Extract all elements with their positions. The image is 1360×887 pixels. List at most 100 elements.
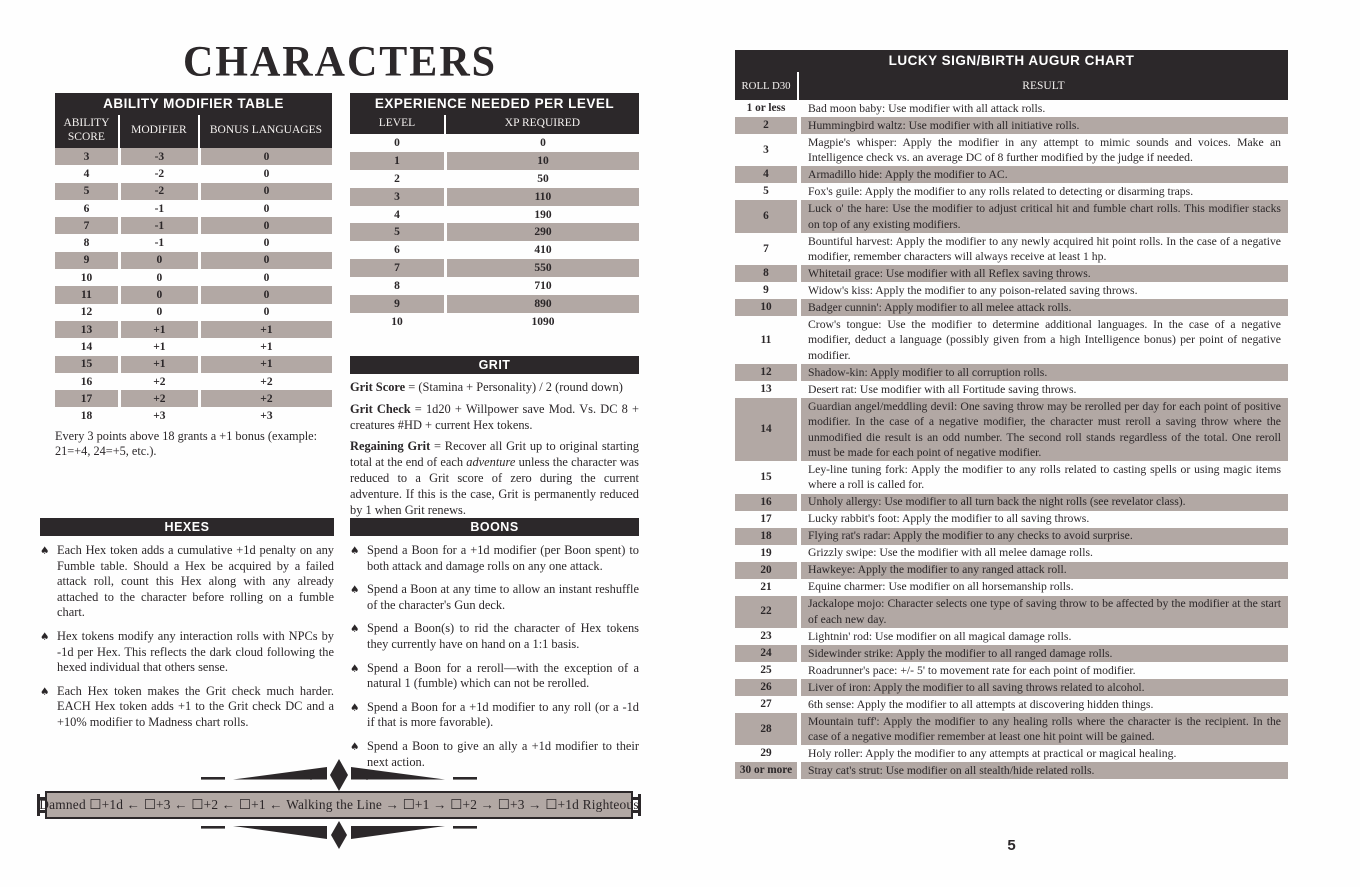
spade-icon: ♠	[40, 545, 50, 557]
result-cell: Holy roller: Apply the modifier to any a…	[797, 745, 1288, 763]
lucky-chart-row: 26 Liver of iron: Apply the modifier to …	[735, 679, 1288, 697]
roll-cell: 10	[760, 301, 772, 314]
ability-score-cell: 3	[83, 150, 90, 163]
roll-cell: 30 or more	[739, 764, 793, 777]
level-cell: 3	[394, 190, 400, 203]
bonus-languages-cell: +1	[197, 338, 332, 356]
boons-title: BOONS	[350, 518, 639, 536]
result-cell: Luck o' the hare: Use the modifier to ad…	[797, 200, 1288, 233]
ability-table-row: 10 0 0	[55, 269, 332, 287]
ability-table-row: 14 +1 +1	[55, 338, 332, 356]
boons-section: BOONS ♠ Spend a Boon for a +1d modifier …	[350, 518, 639, 778]
level-cell: 10	[391, 315, 403, 328]
grit-rule-label: Grit Check	[350, 401, 411, 416]
xp-required-cell: 110	[443, 187, 639, 206]
lucky-sign-chart: LUCKY SIGN/BIRTH AUGUR CHART ROLL D30 RE…	[735, 50, 1288, 780]
lucky-chart-row: 4 Armadillo hide: Apply the modifier to …	[735, 166, 1288, 184]
modifier-cell: +1	[117, 320, 198, 339]
result-cell: Crow's tongue: Use the modifier to deter…	[797, 316, 1288, 365]
level-cell: 4	[394, 208, 400, 221]
lucky-chart-row: 10 Badger cunnin': Apply modifier to all…	[735, 299, 1288, 317]
roll-cell: 28	[760, 722, 772, 735]
lucky-chart-row: 30 or more Stray cat's strut: Use modifi…	[735, 762, 1288, 780]
roll-cell: 19	[760, 546, 772, 559]
list-item-text: Each Hex token adds a cumulative +1d pen…	[57, 543, 334, 620]
lucky-chart-row: 17 Lucky rabbit's foot: Apply the modifi…	[735, 510, 1288, 528]
result-cell: Sidewinder strike: Apply the modifier to…	[797, 645, 1288, 663]
ability-table-row: 17 +2 +2	[55, 390, 332, 408]
modifier-cell: 0	[117, 251, 198, 270]
ability-score-cell: 14	[80, 340, 93, 353]
ability-score-cell: 11	[81, 289, 92, 302]
modifier-cell: -2	[117, 165, 198, 183]
roll-cell: 13	[760, 383, 772, 396]
level-cell: 7	[394, 262, 400, 275]
result-cell: Liver of iron: Apply the modifier to all…	[797, 679, 1288, 697]
spade-icon: ♠	[350, 701, 360, 714]
boons-list: ♠ Spend a Boon for a +1d modifier (per B…	[350, 543, 639, 770]
result-cell: Flying rat's radar: Apply the modifier t…	[797, 527, 1288, 545]
header-bonus-languages: BONUS LANGUAGES	[197, 115, 332, 148]
modifier-cell: +3	[117, 407, 198, 425]
experience-table-row: 8 710	[350, 277, 639, 296]
hexes-title: HEXES	[40, 518, 334, 536]
result-cell: Grizzly swipe: Use the modifier with all…	[797, 544, 1288, 562]
ability-table-header: ABILITY SCORE MODIFIER BONUS LANGUAGES	[55, 115, 332, 148]
header-result: RESULT	[797, 72, 1288, 100]
ability-table-row: 4 -2 0	[55, 165, 332, 183]
roll-cell: 4	[763, 168, 769, 181]
ability-table-row: 8 -1 0	[55, 234, 332, 252]
modifier-cell: -1	[117, 217, 198, 235]
lucky-chart-row: 28 Mountain tuff': Apply the modifier to…	[735, 713, 1288, 746]
level-cell: 8	[394, 280, 400, 293]
lucky-chart-header: ROLL D30 RESULT	[735, 72, 1288, 100]
lucky-chart-row: 9 Widow's kiss: Apply the modifier to an…	[735, 282, 1288, 300]
ability-score-cell: 10	[80, 271, 93, 284]
bonus-languages-cell: 0	[197, 199, 332, 218]
roll-cell: 1 or less	[746, 102, 786, 114]
bonus-languages-cell: +2	[197, 390, 332, 408]
roll-cell: 6	[763, 210, 769, 223]
ability-table-row: 16 +2 +2	[55, 372, 332, 391]
ability-table-rows: 3 -3 0 4 -2 0 5 -2 0 6 -1 0 7 -1 0 8 -1 …	[55, 148, 332, 425]
roll-cell: 12	[760, 366, 772, 379]
list-item: ♠ Spend a Boon for a +1d modifier (per B…	[350, 543, 639, 574]
lucky-chart-row: 7 Bountiful harvest: Apply the modifier …	[735, 232, 1288, 266]
grit-rule: Regaining Grit = Recover all Grit up to …	[350, 439, 639, 517]
ability-table-row: 5 -2 0	[55, 182, 332, 200]
bonus-languages-cell: 0	[197, 148, 332, 166]
list-item: ♠ Each Hex token makes the Grit check mu…	[40, 684, 334, 731]
lucky-chart-row: 15 Ley-line tuning fork: Apply the modif…	[735, 461, 1288, 494]
hexes-list: ♠ Each Hex token adds a cumulative +1d p…	[40, 543, 334, 731]
ability-score-cell: 18	[80, 410, 93, 423]
roll-cell: 26	[760, 681, 772, 694]
roll-cell: 5	[763, 185, 769, 198]
experience-table-title: EXPERIENCE NEEDED PER LEVEL	[350, 93, 639, 115]
lucky-chart-row: 13 Desert rat: Use modifier with all For…	[735, 381, 1288, 399]
list-item: ♠ Spend a Boon to give an ally a +1d mod…	[350, 739, 639, 770]
xp-required-cell: 50	[443, 169, 639, 188]
lucky-chart-row: 8 Whitetail grace: Use modifier with all…	[735, 265, 1288, 283]
modifier-cell: 0	[117, 269, 198, 287]
modifier-cell: +1	[117, 355, 198, 373]
level-cell: 0	[394, 136, 400, 149]
experience-table-row: 2 50	[350, 169, 639, 188]
ability-table-note: Every 3 points above 18 grants a +1 bonu…	[55, 428, 318, 458]
ability-score-cell: 12	[80, 306, 93, 319]
banner-ornament-top	[201, 759, 477, 791]
grit-rule-label: Regaining Grit	[350, 439, 431, 454]
modifier-cell: 0	[117, 286, 198, 304]
bonus-languages-cell: 0	[197, 303, 332, 321]
experience-table-rows: 0 0 1 10 2 50 3 110 4 190 5 290 6 410 7 …	[350, 134, 639, 331]
lucky-chart-row: 29 Holy roller: Apply the modifier to an…	[735, 745, 1288, 763]
experience-table-row: 3 110	[350, 187, 639, 206]
ability-table-row: 15 +1 +1	[55, 355, 332, 373]
roll-cell: 17	[760, 512, 772, 525]
roll-cell: 14	[760, 423, 772, 436]
roll-cell: 27	[760, 698, 772, 711]
roll-cell: 3	[763, 143, 769, 156]
ability-table-row: 9 0 0	[55, 251, 332, 270]
xp-required-cell: 410	[443, 241, 639, 260]
bonus-languages-cell: 0	[197, 269, 332, 287]
xp-required-cell: 190	[443, 205, 639, 224]
